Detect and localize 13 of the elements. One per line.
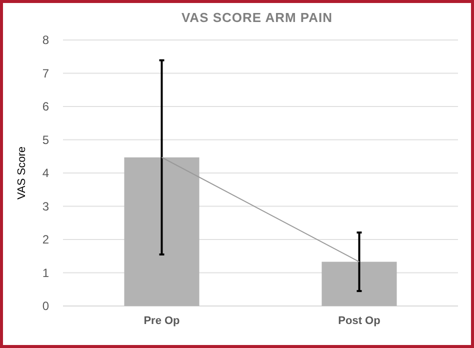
y-tick-label: 3 (42, 199, 50, 214)
y-tick-label: 8 (42, 33, 50, 48)
y-tick-label: 1 (42, 266, 50, 280)
y-tick-label: 0 (42, 299, 50, 314)
y-tick-label: 7 (42, 66, 50, 80)
x-tick-label: Post Op (338, 315, 381, 327)
y-axis-title: VAS Score (16, 146, 28, 200)
y-tick-label: 5 (42, 132, 50, 147)
y-tick-label: 6 (42, 100, 50, 114)
x-tick-label: Pre Op (144, 315, 180, 327)
y-tick-label: 4 (42, 166, 50, 180)
y-tick-label: 2 (42, 232, 50, 247)
chart-title: VAS SCORE ARM PAIN (181, 10, 333, 25)
